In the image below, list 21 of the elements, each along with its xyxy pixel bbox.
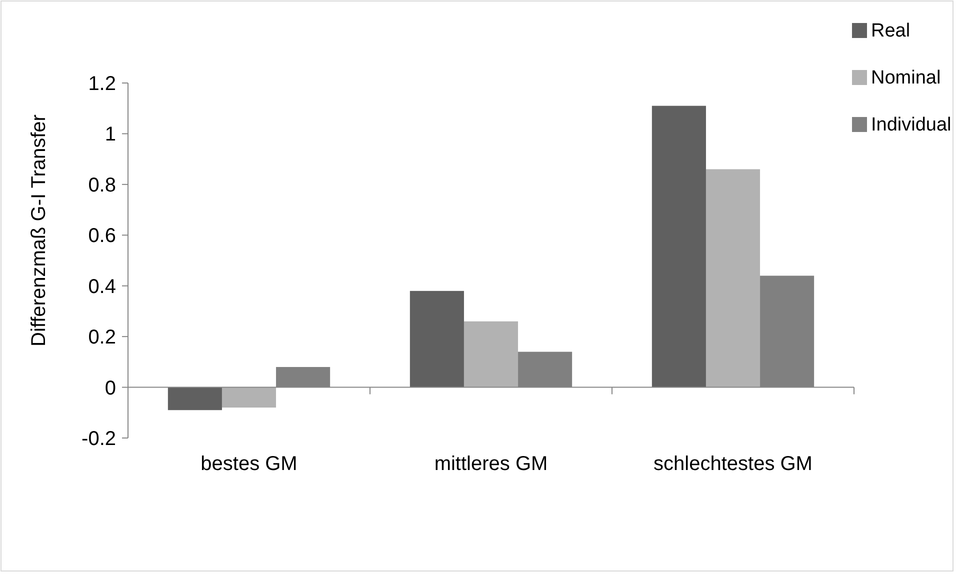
y-tick-label: 0.2 bbox=[88, 326, 116, 349]
y-tick-label: 0.8 bbox=[88, 174, 116, 196]
y-tick-label: 0 bbox=[104, 377, 116, 400]
bar bbox=[652, 106, 706, 388]
y-tick-label: 0.4 bbox=[88, 276, 116, 298]
bar bbox=[168, 387, 222, 410]
legend-label: Real bbox=[871, 20, 910, 42]
bar bbox=[706, 169, 760, 388]
x-tick-label: bestes GM bbox=[200, 453, 298, 475]
y-tick-label: 1 bbox=[104, 124, 116, 146]
x-tick-label: mittleres GM bbox=[434, 453, 548, 475]
bar bbox=[222, 387, 276, 408]
y-tick-label: 1.2 bbox=[88, 73, 116, 95]
y-axis-title: Differenzmaß G-I Transfer bbox=[28, 114, 50, 346]
legend-label: Individual bbox=[871, 114, 952, 136]
y-tick-label: -0.2 bbox=[82, 428, 116, 450]
bar bbox=[464, 321, 518, 388]
bar bbox=[410, 290, 464, 388]
legend-label: Nominal bbox=[871, 68, 941, 89]
y-tick-label: 0.6 bbox=[88, 225, 116, 248]
x-tick-label: schlechtestes GM bbox=[654, 453, 812, 475]
